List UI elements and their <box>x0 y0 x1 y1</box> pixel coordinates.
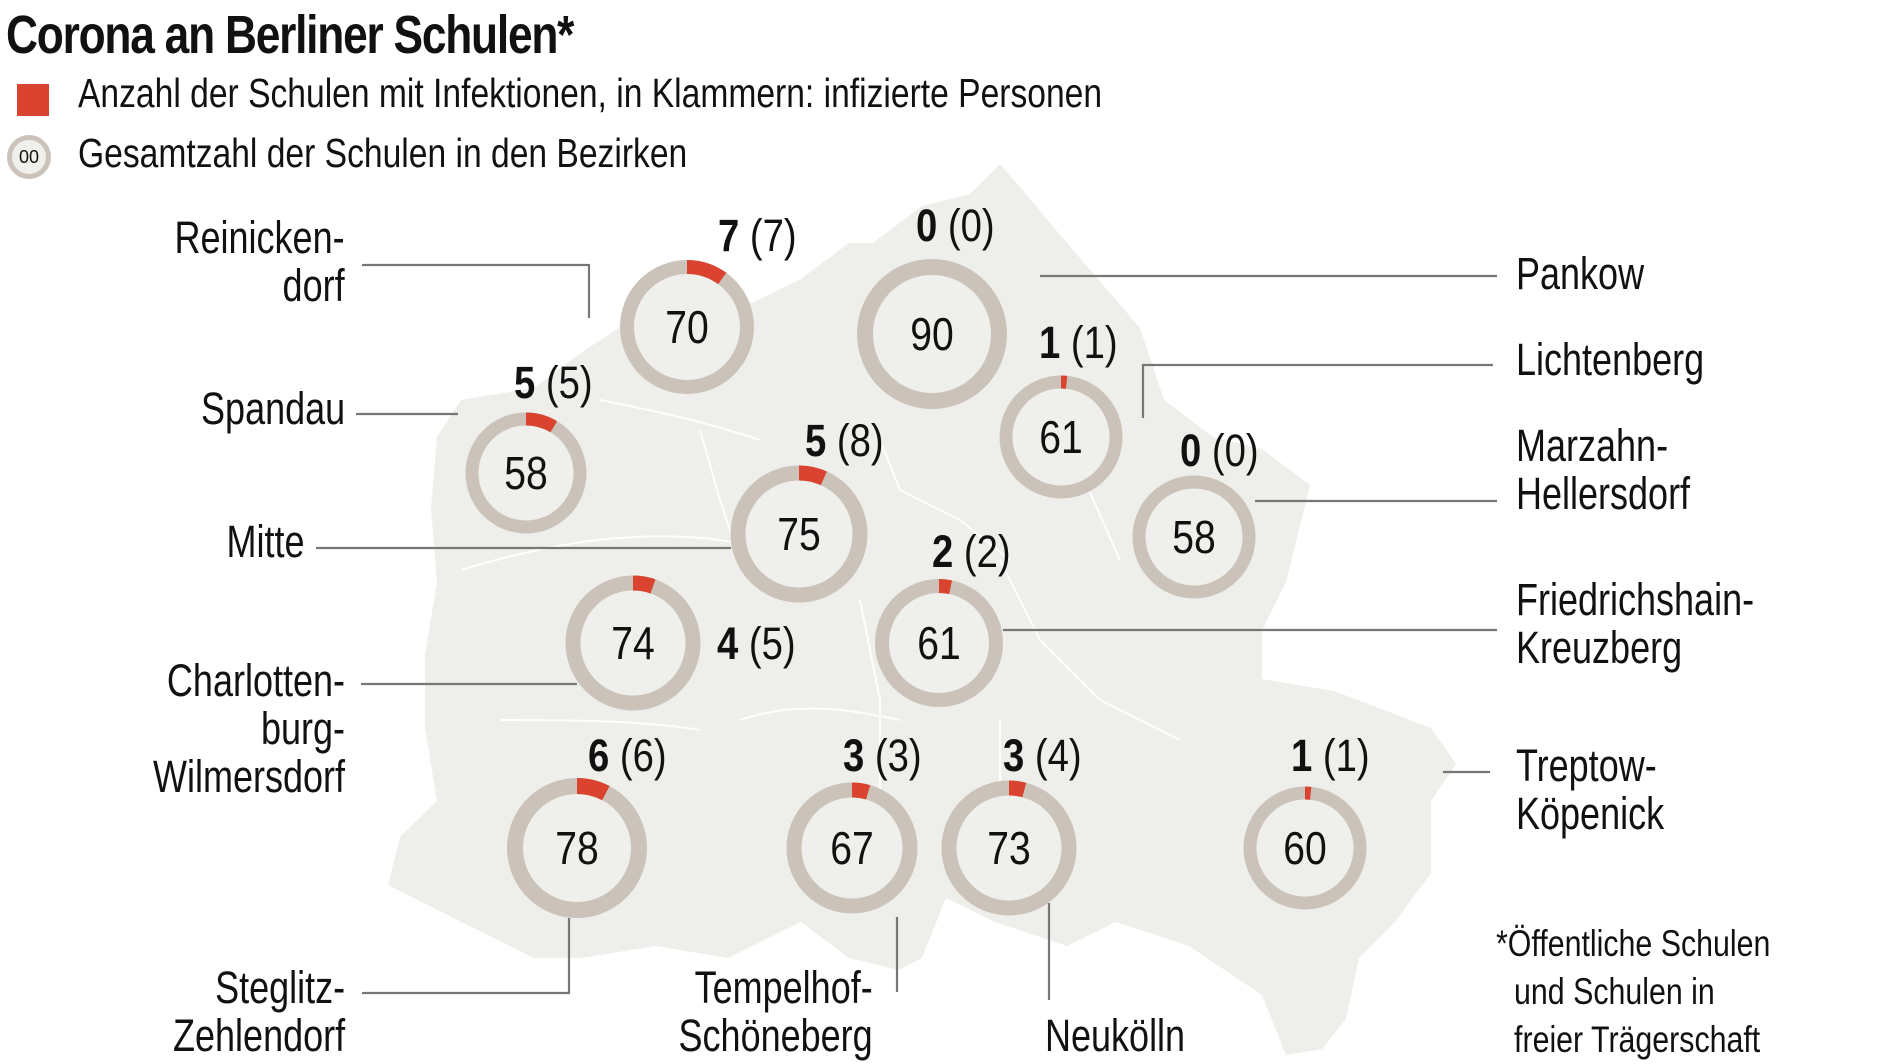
count-tempelhof: 3 (3) <box>843 730 922 781</box>
label-mitte: Mitte <box>226 516 305 567</box>
label-treptow: Treptow- Köpenick <box>1516 740 1665 839</box>
count-charlottenburg: 4 (5) <box>717 618 796 669</box>
count-neukoelln: 3 (4) <box>1003 730 1082 781</box>
donut-neukoelln <box>941 780 1077 916</box>
donut-tempelhof <box>786 782 918 914</box>
label-reinickendorf: Reinicken-dorf <box>174 212 345 311</box>
infected-legend-label: Anzahl der Schulen mit Infektionen, in K… <box>78 70 1103 116</box>
label-lichtenberg: Lichtenberg <box>1516 334 1705 385</box>
total-charlottenburg: 74 <box>611 617 655 669</box>
donut-reinickendorf <box>620 260 754 394</box>
label-spandau: Spandau <box>200 383 345 434</box>
label-charlottenburg: Charlotten-burg- Wilmersdorf <box>152 655 345 802</box>
footnote: *Öffentliche Schulen und Schulen in frei… <box>1496 923 1771 1060</box>
count-lichtenberg: 1 (1) <box>1039 317 1118 368</box>
count-reinickendorf: 7 (7) <box>718 210 797 261</box>
total-steglitz: 78 <box>555 822 599 874</box>
count-mitte: 5 (8) <box>805 415 884 466</box>
label-friedrichshain: Friedrichshain- Kreuzberg <box>1516 574 1755 673</box>
total-treptow: 60 <box>1283 822 1327 874</box>
chart-title: Corona an Berliner Schulen* <box>6 5 574 65</box>
donut-friedrichshain <box>875 579 1003 707</box>
total-mitte: 75 <box>777 508 821 560</box>
infected-legend-swatch <box>17 84 49 116</box>
total-spandau: 58 <box>504 447 548 499</box>
donut-treptow <box>1243 786 1367 910</box>
donut-mitte <box>730 465 868 603</box>
total-lichtenberg: 61 <box>1039 411 1083 463</box>
label-steglitz: Steglitz- Zehlendorf <box>172 962 345 1061</box>
donut-pankow <box>857 259 1007 409</box>
total-legend-ring-icon: 00 <box>7 135 51 179</box>
leader-lines <box>316 263 1497 1000</box>
label-marzahn: Marzahn- Hellersdorf <box>1516 420 1691 519</box>
donut-charlottenburg <box>565 575 701 711</box>
count-friedrichshain: 2 (2) <box>932 526 1011 577</box>
count-spandau: 5 (5) <box>514 357 593 408</box>
total-pankow: 90 <box>910 308 954 360</box>
label-pankow: Pankow <box>1516 248 1645 299</box>
total-marzahn: 58 <box>1172 511 1216 563</box>
donut-lichtenberg <box>999 375 1123 499</box>
donut-spandau <box>465 412 587 534</box>
count-marzahn: 0 (0) <box>1180 425 1259 476</box>
label-neukoelln: Neukölln <box>1045 1010 1186 1061</box>
total-tempelhof: 67 <box>830 822 874 874</box>
label-tempelhof: Tempelhof- Schöneberg <box>678 962 873 1061</box>
total-neukoelln: 73 <box>987 822 1031 874</box>
total-legend-label: Gesamtzahl der Schulen in den Bezirken <box>78 130 688 176</box>
count-steglitz: 6 (6) <box>588 730 667 781</box>
donut-marzahn <box>1132 475 1256 599</box>
total-friedrichshain: 61 <box>917 617 961 669</box>
count-treptow: 1 (1) <box>1291 730 1370 781</box>
count-pankow: 0 (0) <box>916 200 995 251</box>
total-reinickendorf: 70 <box>665 301 709 353</box>
donut-steglitz <box>507 778 647 918</box>
